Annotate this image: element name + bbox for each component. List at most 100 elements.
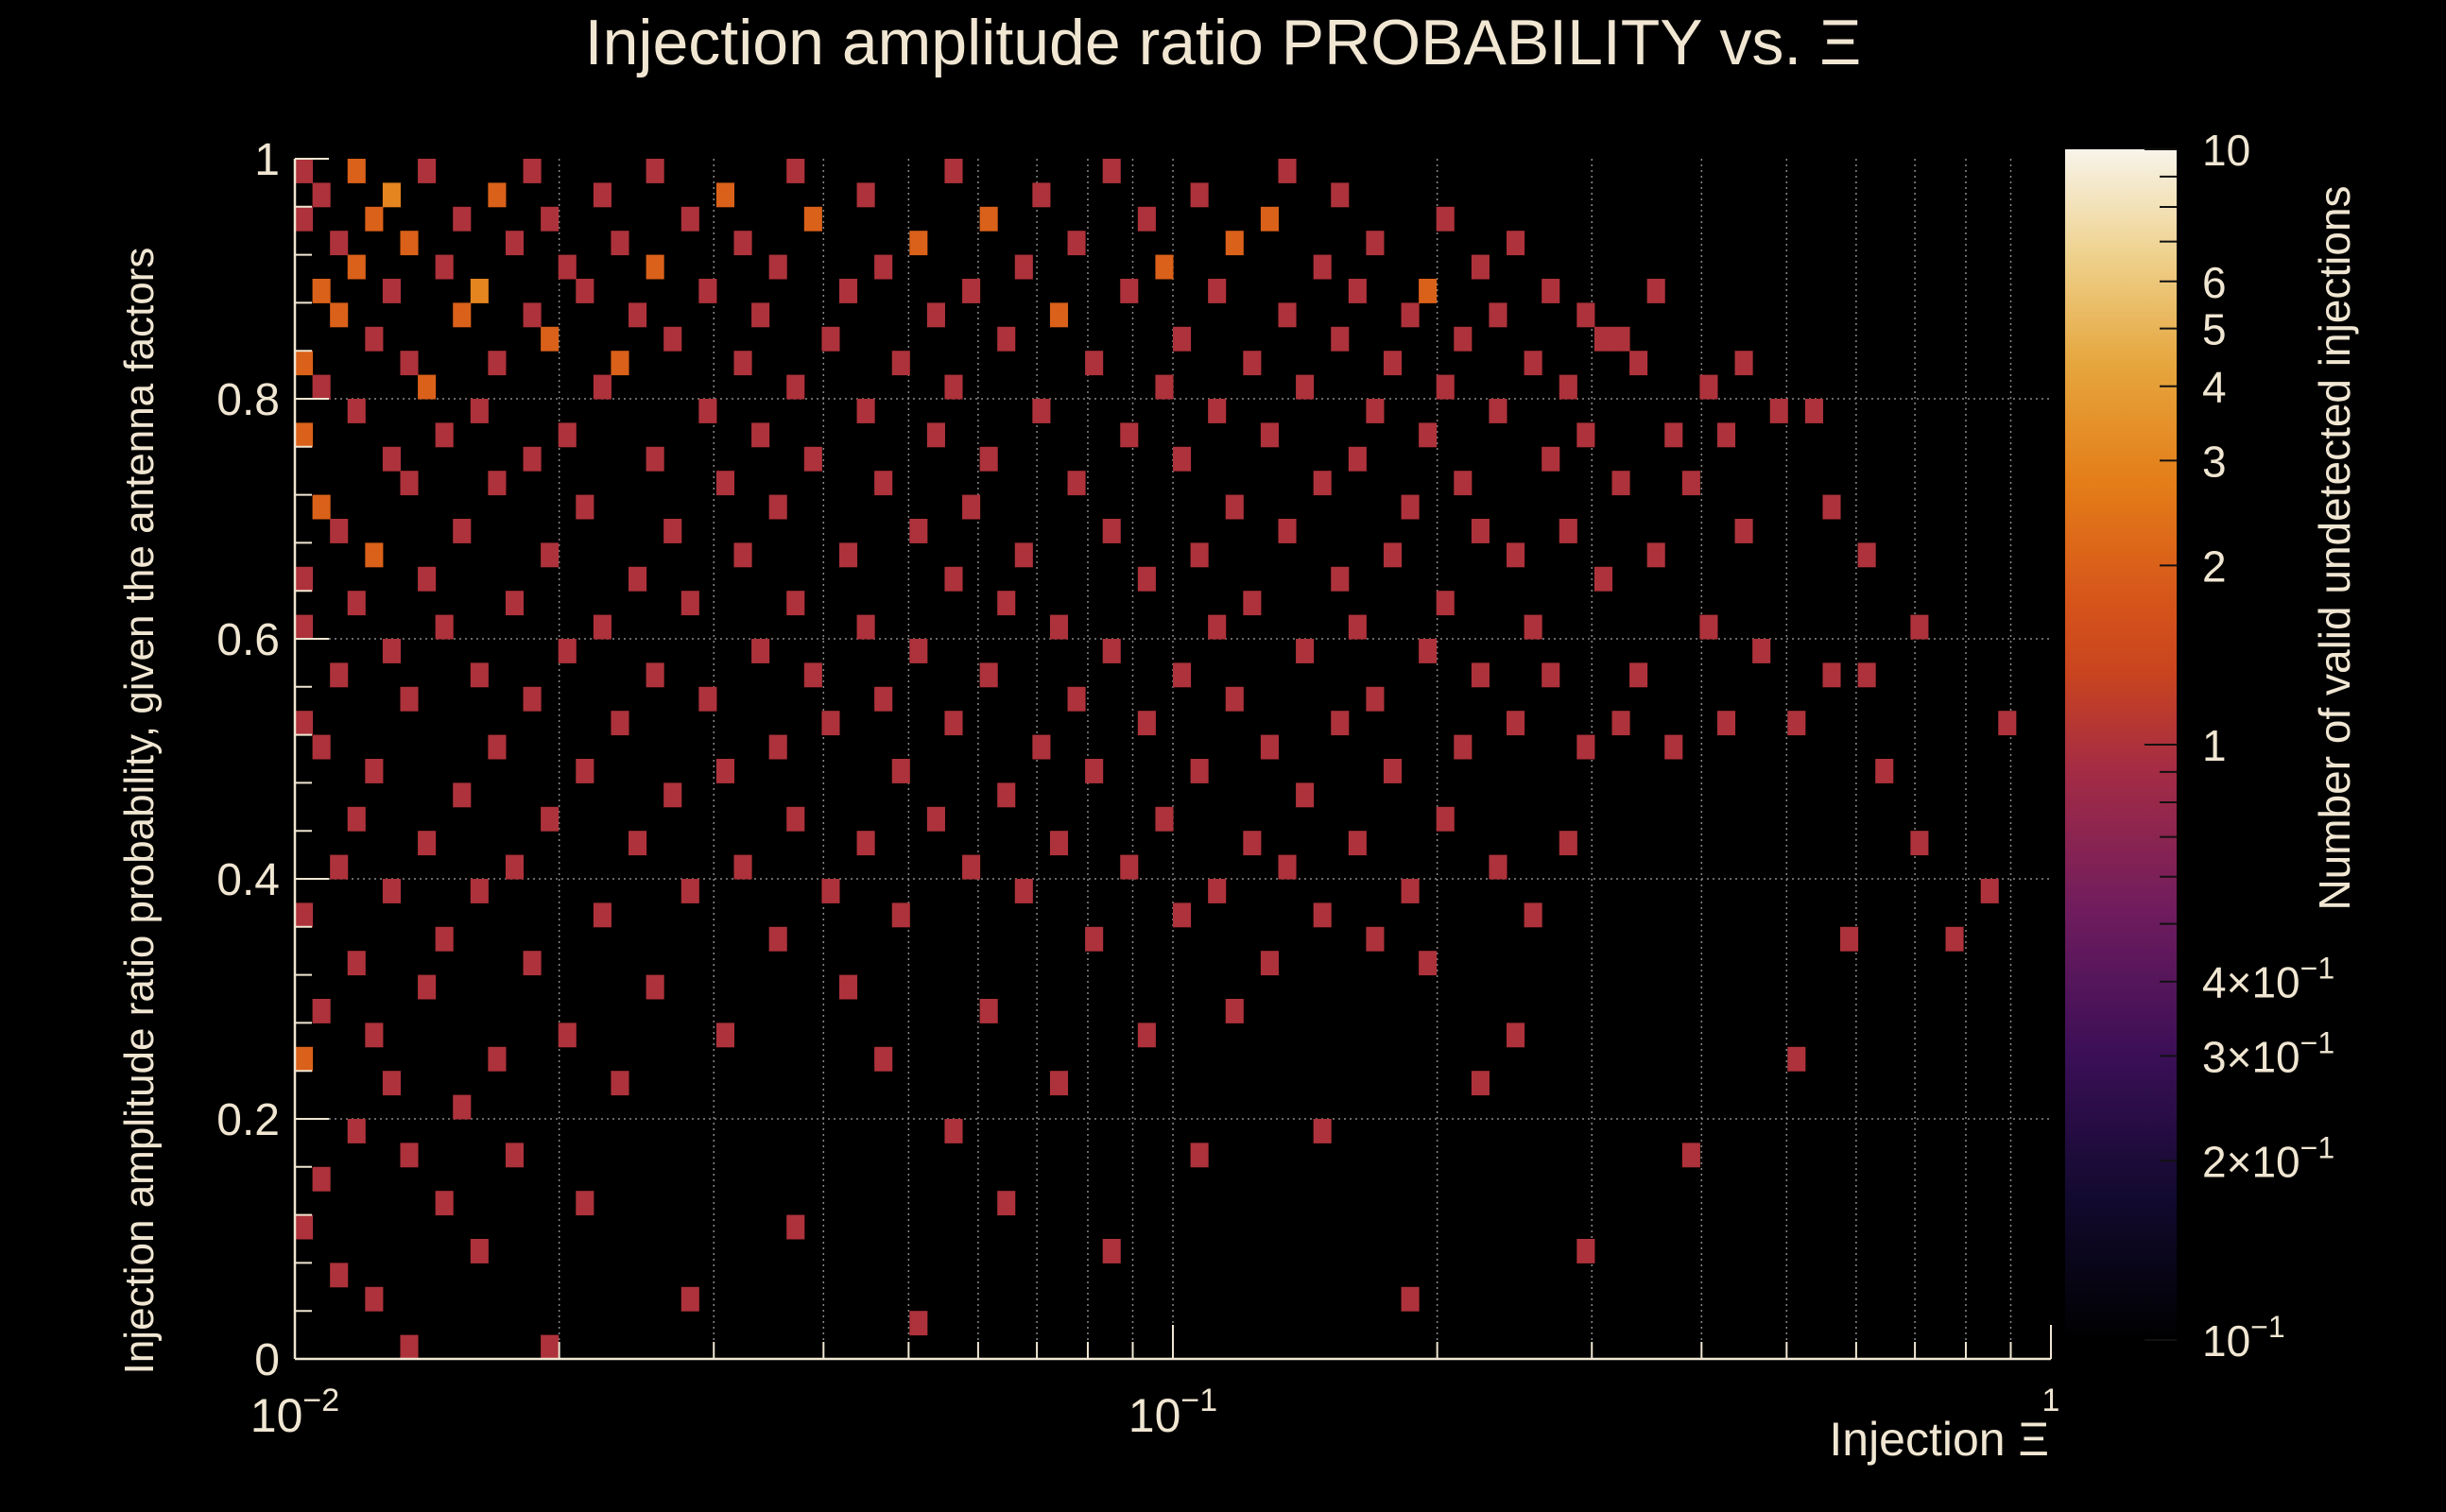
heatmap-cell [1137,206,1156,232]
heatmap-cell [382,446,401,472]
heatmap-cell [1559,831,1577,856]
heatmap-cell [1049,302,1069,328]
heatmap-cell [312,734,331,760]
heatmap-cell [680,591,699,616]
heatmap-cell [523,159,542,183]
heatmap-cell [1436,374,1455,400]
heatmap-cell [1173,662,1192,688]
heatmap-cell [330,302,349,328]
heatmap-cell [997,326,1016,352]
heatmap-cell [470,662,489,688]
heatmap-cell [523,302,542,328]
heatmap-cell [926,806,945,832]
heatmap-cell [1208,279,1227,303]
heatmap-cell [1401,302,1420,328]
heatmap-cell [891,759,910,783]
heatmap-cell [1840,926,1859,952]
heatmap-cell [488,182,507,208]
heatmap-cell [347,254,366,280]
heatmap-cell [453,1094,472,1120]
heatmap-cell [1137,711,1156,736]
heatmap-cell [1419,951,1438,976]
heatmap-cell [435,614,454,640]
heatmap-cell [1331,711,1350,736]
heatmap-cell [944,566,963,592]
heatmap-cell [768,254,787,280]
heatmap-cell [909,519,928,543]
heatmap-cell [786,374,805,400]
heatmap-cell [1225,686,1244,712]
heatmap-cell [891,902,910,928]
heatmap-cell [1454,326,1473,352]
heatmap-cell [1278,302,1297,328]
colorbar-tick-label: 6 [2202,258,2227,307]
heatmap-cell [330,854,349,880]
heatmap-cell [1716,711,1736,736]
heatmap-cell [1243,831,1262,856]
heatmap-cell [1454,734,1473,760]
heatmap-cell [1542,446,1560,472]
heatmap-cell [629,566,647,592]
heatmap-cell [856,399,875,423]
heatmap-cell [944,711,963,736]
heatmap-cell [1067,686,1086,712]
heatmap-cell [1734,351,1753,376]
heatmap-cell [663,782,682,808]
heatmap-cell [611,351,629,376]
heatmap-cell [629,831,647,856]
heatmap-cell [733,854,752,880]
heatmap-cell [1454,471,1473,496]
heatmap-cell [453,782,472,808]
heatmap-cell [1348,279,1367,303]
heatmap-cell [803,206,822,232]
heatmap-cell [593,374,612,400]
heatmap-cell [979,206,998,232]
heatmap-cell [1998,711,2017,736]
y-tick-label: 0.8 [216,375,280,425]
heatmap-cell [1401,494,1420,520]
heatmap-cell [312,494,331,520]
heatmap-cell [646,254,664,280]
heatmap-cell [295,1046,314,1072]
heatmap-cell [1699,614,1718,640]
heatmap-cell [1910,831,1929,856]
heatmap-cell [1611,471,1630,496]
heatmap-cell [997,782,1016,808]
heatmap-cell [576,279,594,303]
heatmap-cell [523,686,542,712]
heatmap-cell [558,1022,577,1048]
heatmap-cell [1524,614,1542,640]
heatmap-cell [1032,734,1051,760]
heatmap-cell [1699,374,1718,400]
heatmap-cell [365,326,384,352]
heatmap-cell [856,831,875,856]
heatmap-cell [558,639,577,663]
heatmap-cell [1243,351,1262,376]
heatmap-cell [715,759,734,783]
heatmap-cell [1980,879,1999,903]
heatmap-cell [1419,422,1438,448]
heatmap-cell [1313,902,1332,928]
heatmap-cell [1576,302,1595,328]
heatmap-cell [838,279,858,303]
heatmap-cell [1576,422,1595,448]
colorbar-tick-label: 10−1 [2202,1310,2285,1366]
heatmap-cell [593,902,612,928]
heatmap-cell [295,711,314,736]
heatmap-cell [1489,302,1507,328]
heatmap-cell [733,351,752,376]
heatmap-cell [1507,711,1525,736]
heatmap-cell [1875,759,1894,783]
heatmap-cell [558,422,577,448]
heatmap-cell [505,1143,525,1168]
heatmap-cell [646,662,664,688]
heatmap-cell [1576,734,1595,760]
heatmap-cell [646,446,664,472]
heatmap-cell [576,1191,594,1216]
heatmap-cell [347,591,366,616]
heatmap-cell [1366,399,1385,423]
heatmap-cell [821,879,840,903]
heatmap-cell [1857,662,1876,688]
heatmap-cell [488,351,507,376]
